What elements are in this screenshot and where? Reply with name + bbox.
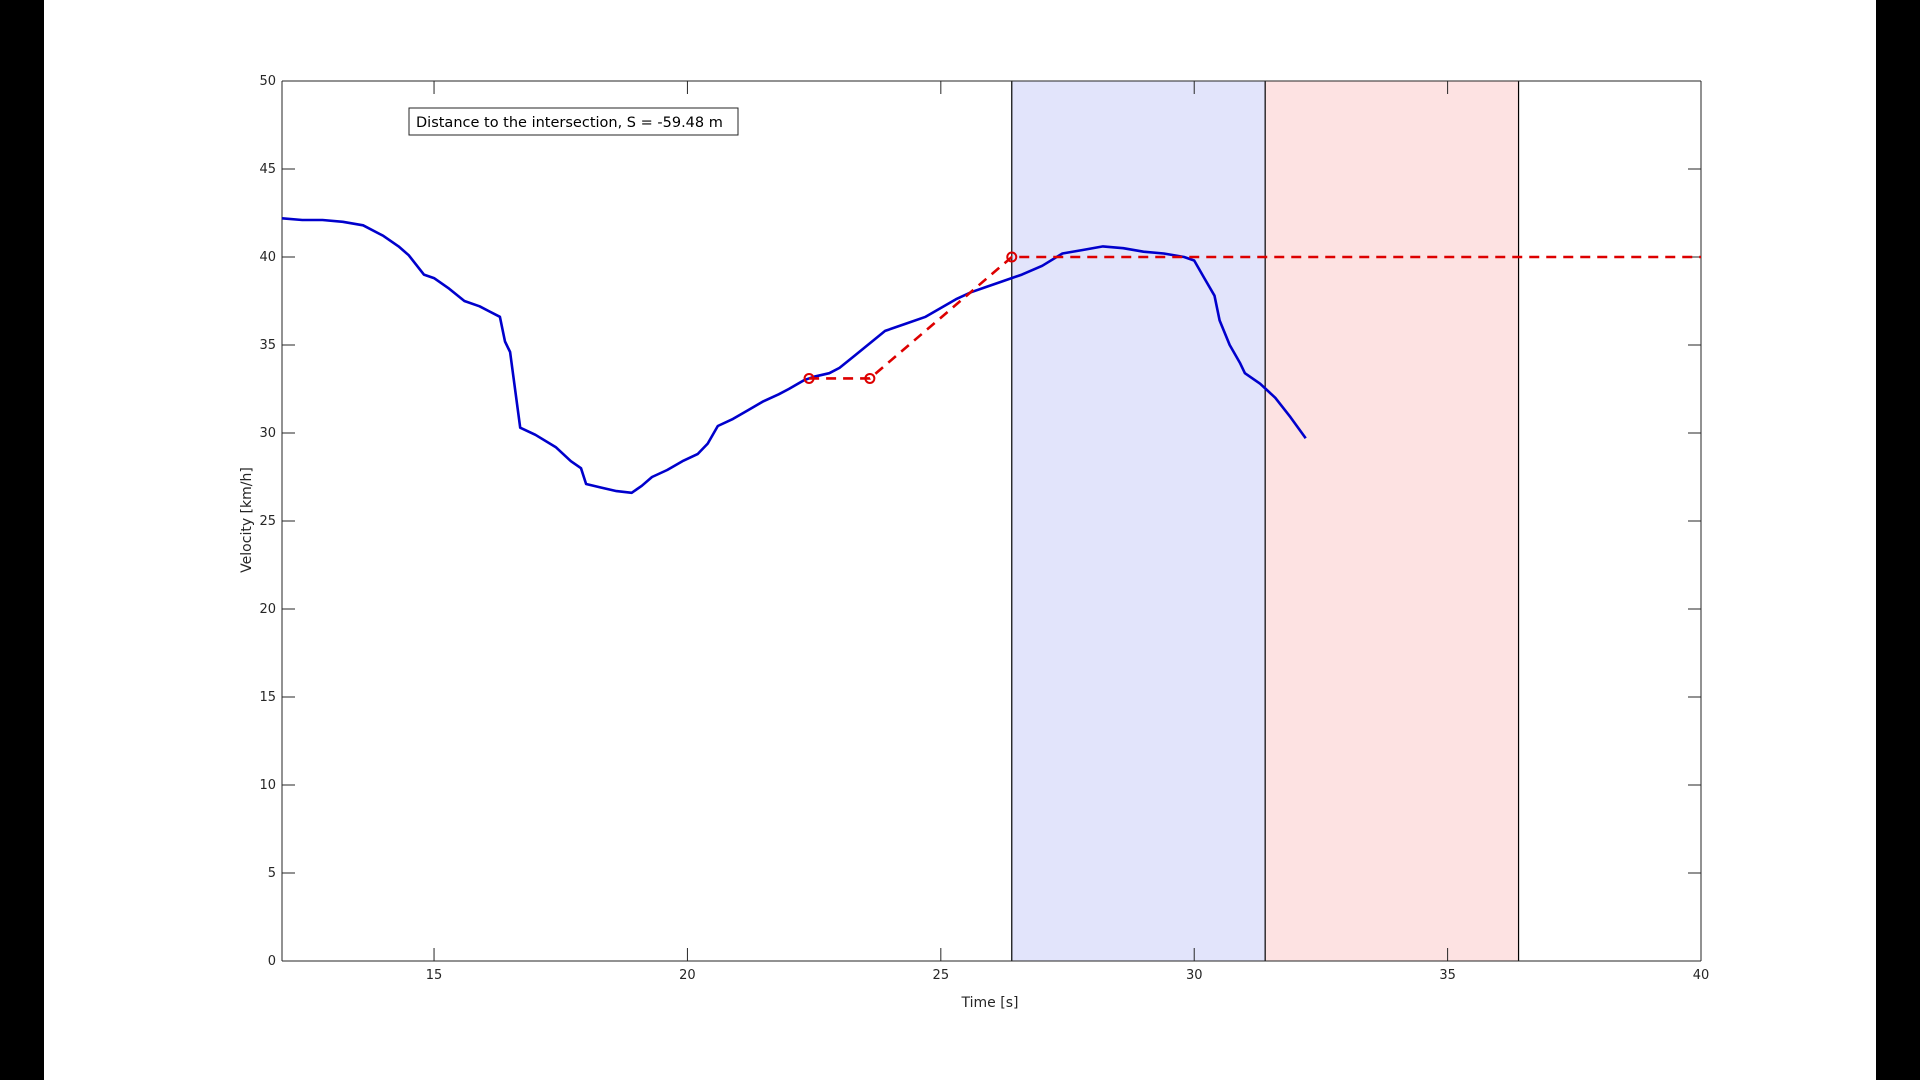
time-bands: [1011, 81, 1519, 961]
tick-labels: 15 20 25 30 35 40 0 5 10 15 20 25 30 35 40 45 50: [259, 74, 1709, 983]
y-tick-label-50: 50: [259, 74, 276, 89]
advised-speed-marker-1: [803, 372, 815, 384]
x-tick-label-35: 35: [1439, 968, 1456, 983]
annotation-box: Distance to the intersection, S = -59.48…: [408, 107, 739, 136]
chart-page: 15 20 25 30 35 40 0 5 10 15 20 25 30 35 40 45 50 Time [s…: [44, 0, 1876, 1080]
y-tick-label-0: 0: [268, 954, 276, 969]
y-tick-label-15: 15: [259, 690, 276, 705]
y-axis-title: Velocity [km/h]: [239, 467, 255, 573]
advised-speed-line: [809, 255, 1701, 380]
y-tick-label-30: 30: [259, 426, 276, 441]
velocity-line: [281, 217, 1307, 495]
y-tick-label-20: 20: [259, 602, 276, 617]
annotation-text: Distance to the intersection, S = -59.48…: [416, 115, 723, 131]
time-band-1: [1011, 81, 1266, 961]
series-lines: [281, 217, 1701, 495]
series-markers: [803, 251, 1018, 384]
x-tick-label-15: 15: [426, 968, 443, 983]
x-axis-title: Time [s]: [961, 995, 1019, 1011]
band-boundary-lines: [1011, 81, 1520, 961]
advised-speed-marker-2: [864, 372, 876, 384]
x-tick-label-20: 20: [679, 968, 696, 983]
x-tick-label-25: 25: [933, 968, 950, 983]
velocity-chart: 15 20 25 30 35 40 0 5 10 15 20 25 30 35 40 45 50 Time [s…: [239, 74, 1709, 1011]
y-tick-label-35: 35: [259, 338, 276, 353]
x-tick-label-30: 30: [1186, 968, 1203, 983]
y-tick-label-5: 5: [268, 866, 276, 881]
x-tick-label-40: 40: [1693, 968, 1710, 983]
y-tick-label-40: 40: [259, 250, 276, 265]
y-tick-label-25: 25: [259, 514, 276, 529]
time-band-2: [1265, 81, 1519, 961]
tick-marks: [282, 80, 1702, 962]
y-tick-label-10: 10: [259, 778, 276, 793]
y-tick-label-45: 45: [259, 162, 276, 177]
advised-speed-marker-3: [1006, 251, 1018, 263]
